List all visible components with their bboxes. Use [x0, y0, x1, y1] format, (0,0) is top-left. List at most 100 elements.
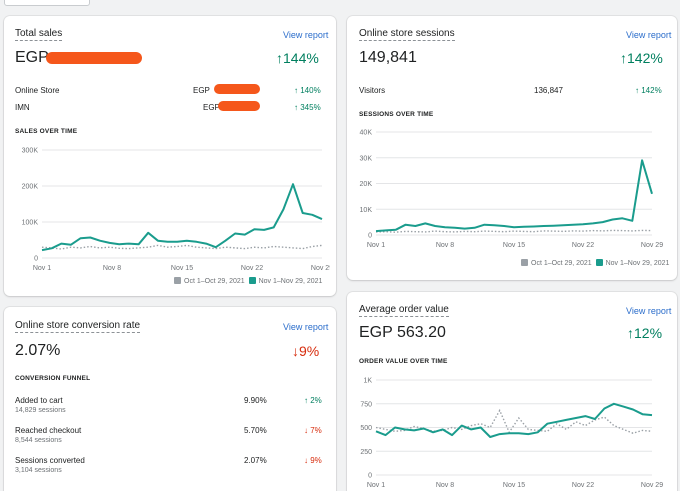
y-tick-label: 500	[360, 425, 372, 432]
funnel-step-sessions: 8,544 sessions	[15, 437, 62, 444]
aov-chart-heading: ORDER VALUE OVER TIME	[359, 358, 448, 365]
series-line-previous	[41, 244, 323, 250]
x-tick-label: Nov 29	[311, 265, 330, 272]
total-sales-row-value: EGP	[193, 86, 210, 95]
arrow-up-icon: ↑	[635, 86, 642, 95]
arrow-up-icon: ↑	[304, 396, 311, 405]
x-tick-label: Nov 1	[367, 482, 385, 489]
y-tick-label: 10K	[360, 207, 373, 214]
arrow-up-icon: ↑	[627, 325, 634, 341]
arrow-down-icon: ↓	[292, 343, 299, 359]
aov-change: ↑12%	[627, 325, 663, 341]
y-tick-label: 0	[368, 473, 372, 480]
sessions-card: Online store sessions View report 149,84…	[347, 16, 677, 280]
aov-title: Average order value	[359, 304, 449, 317]
sessions-change: ↑142%	[620, 50, 663, 66]
redaction-mark	[218, 101, 260, 111]
y-tick-label: 100K	[22, 220, 39, 227]
legend-swatch-current	[248, 277, 256, 284]
total-sales-row-label: IMN	[15, 103, 30, 112]
aov-chart: 0 250 500 750 1K Nov 1 Nov 8 Nov 15 Nov 22 Nov 29	[360, 378, 663, 490]
redaction-mark	[46, 52, 142, 64]
arrow-up-icon: ↑	[276, 50, 283, 66]
x-tick-label: Nov 8	[436, 242, 454, 249]
y-tick-label: 20K	[360, 181, 373, 188]
x-tick-label: Nov 15	[503, 482, 525, 489]
sessions-chart: 0 10K 20K 30K 40K Nov 1 Nov 8 Nov 15 Nov 22 Nov 2…	[360, 130, 664, 250]
total-sales-card: Total sales View report EGP ↑144% Online…	[4, 16, 336, 296]
redaction-mark	[214, 84, 260, 94]
arrow-up-icon: ↑	[294, 103, 301, 112]
conversion-view-report-link[interactable]: View report	[283, 322, 329, 332]
x-tick-label: Nov 29	[641, 242, 663, 249]
funnel-step-sessions: 14,829 sessions	[15, 407, 66, 414]
x-tick-label: Nov 8	[436, 482, 454, 489]
funnel-step-rate: 5.70%	[244, 426, 267, 435]
aov-view-report-link[interactable]: View report	[626, 306, 672, 316]
funnel-step-change: ↓ 7%	[304, 426, 322, 435]
visitors-label: Visitors	[359, 86, 386, 95]
x-tick-label: Nov 1	[367, 242, 385, 249]
sessions-view-report-link[interactable]: View report	[626, 30, 672, 40]
series-line-previous	[375, 229, 653, 233]
arrow-down-icon: ↓	[304, 456, 311, 465]
y-tick-label: 40K	[360, 130, 373, 137]
aov-card: Average order value View report EGP 563.…	[347, 292, 677, 491]
arrow-up-icon: ↑	[620, 50, 627, 66]
funnel-step-sessions: 3,104 sessions	[15, 467, 62, 474]
total-sales-row-change: ↑ 140%	[294, 86, 321, 95]
x-tick-label: Nov 22	[241, 265, 263, 272]
x-tick-label: Nov 15	[171, 265, 193, 272]
x-tick-label: Nov 15	[503, 242, 525, 249]
visitors-value: 136,847	[534, 86, 563, 95]
total-sales-change: ↑144%	[276, 50, 319, 66]
sales-chart-heading: SALES OVER TIME	[15, 128, 78, 135]
top-button[interactable]	[4, 0, 90, 6]
sessions-chart-heading: SESSIONS OVER TIME	[359, 111, 434, 118]
funnel-step-rate: 2.07%	[244, 456, 267, 465]
total-sales-title: Total sales	[15, 28, 63, 41]
conversion-card: Online store conversion rate View report…	[4, 307, 336, 491]
total-sales-view-report-link[interactable]: View report	[283, 30, 329, 40]
y-tick-label: 250	[360, 449, 372, 456]
conversion-change: ↓9%	[292, 343, 320, 359]
legend-swatch-previous	[174, 277, 181, 284]
total-sales-row-label: Online Store	[15, 86, 60, 95]
visitors-change: ↑ 142%	[635, 86, 662, 95]
series-line-current	[375, 159, 653, 233]
funnel-step-label: Added to cart	[15, 396, 63, 405]
y-tick-label: 0	[368, 233, 372, 240]
y-tick-label: 0	[34, 256, 38, 263]
total-sales-value: EGP	[15, 49, 49, 66]
arrow-up-icon: ↑	[294, 86, 301, 95]
x-tick-label: Nov 1	[33, 265, 51, 272]
x-tick-label: Nov 22	[572, 242, 594, 249]
total-sales-row-change: ↑ 345%	[294, 103, 321, 112]
sessions-value: 149,841	[359, 49, 417, 66]
legend-swatch-previous	[521, 259, 528, 266]
sessions-chart-legend: Oct 1–Oct 29, 2021 Nov 1–Nov 29, 2021	[521, 259, 669, 267]
conversion-value: 2.07%	[15, 342, 61, 359]
arrow-down-icon: ↓	[304, 426, 311, 435]
sales-chart: 0 100K 200K 300K Nov 1 Nov 8 Nov 15 Nov 22 Nov 2…	[22, 148, 330, 273]
y-tick-label: 750	[360, 401, 372, 408]
funnel-step-change: ↓ 9%	[304, 456, 322, 465]
series-line-current	[41, 183, 323, 252]
total-sales-row-value: EGP	[203, 103, 220, 112]
aov-value: EGP 563.20	[359, 324, 446, 341]
legend-swatch-current	[595, 259, 603, 266]
funnel-step-label: Sessions converted	[15, 456, 85, 465]
conversion-title: Online store conversion rate	[15, 320, 141, 333]
funnel-step-change: ↑ 2%	[304, 396, 322, 405]
funnel-heading: CONVERSION FUNNEL	[15, 375, 91, 382]
sales-chart-legend: Oct 1–Oct 29, 2021 Nov 1–Nov 29, 2021	[174, 277, 322, 285]
series-line-current	[375, 402, 653, 438]
x-tick-label: Nov 29	[641, 482, 663, 489]
funnel-step-rate: 9.90%	[244, 396, 267, 405]
y-tick-label: 300K	[22, 148, 39, 155]
y-tick-label: 1K	[363, 378, 372, 385]
x-tick-label: Nov 22	[572, 482, 594, 489]
sessions-title: Online store sessions	[359, 28, 455, 41]
y-tick-label: 200K	[22, 184, 39, 191]
y-tick-label: 30K	[360, 155, 373, 162]
